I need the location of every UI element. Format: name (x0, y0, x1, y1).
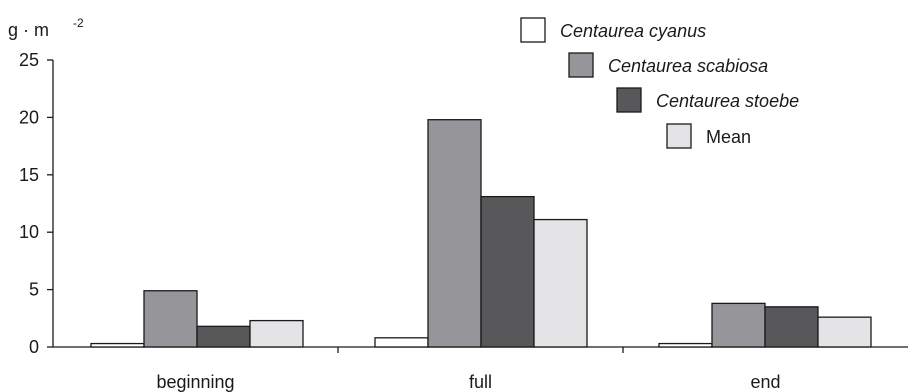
legend-swatch (520, 17, 546, 43)
bar-full-2 (427, 119, 482, 348)
bar-full-3 (480, 195, 535, 348)
y-tick-label: 20 (19, 107, 39, 127)
x-category-label: full (469, 372, 492, 392)
bar-end-4 (817, 316, 872, 348)
bar-beginning-2 (143, 290, 198, 348)
legend-swatch (666, 123, 692, 149)
legend-label: Centaurea scabiosa (608, 56, 768, 76)
y-tick-label: 0 (29, 337, 39, 357)
bars (90, 119, 872, 348)
bar-end-3 (764, 306, 819, 348)
legend-label: Mean (706, 127, 751, 147)
legend-label: Centaurea cyanus (560, 21, 706, 41)
bar-full-4 (533, 218, 588, 348)
y-axis-label: g · m (8, 20, 49, 40)
bar-end-1 (658, 342, 713, 348)
bar-end-2 (711, 302, 766, 348)
legend: Centaurea cyanus Centaurea scabiosa Centau… (520, 17, 799, 149)
bar-beginning-4 (249, 319, 304, 348)
y-tick-label: 25 (19, 50, 39, 70)
y-tick-label: 10 (19, 222, 39, 242)
legend-swatch (616, 87, 642, 113)
legend-label: Centaurea stoebe (656, 91, 799, 111)
y-tick-label: 15 (19, 165, 39, 185)
axis-labels: beginning full end g · m -2 (8, 16, 781, 392)
x-category-label: beginning (156, 372, 234, 392)
x-category-label: end (750, 372, 780, 392)
legend-swatch (568, 52, 594, 78)
y-tick-label: 5 (29, 280, 39, 300)
bar-beginning-3 (196, 325, 251, 348)
bar-beginning-1 (90, 342, 145, 348)
y-axis-label-exponent: -2 (73, 16, 84, 30)
bar-full-1 (374, 337, 429, 348)
